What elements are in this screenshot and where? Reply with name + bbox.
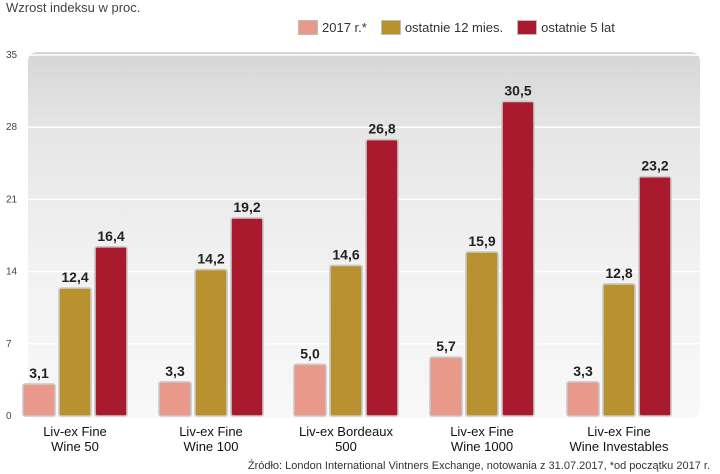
- category-label: Wine 1000: [451, 439, 513, 454]
- data-label-12-months: 12,4: [61, 269, 88, 285]
- category-label: Wine 100: [184, 439, 239, 454]
- data-label-2017: 3,3: [165, 363, 185, 379]
- legend-swatch-2017: [298, 20, 318, 35]
- legend-label-2017: 2017 r.*: [322, 20, 367, 35]
- y-tick-label: 28: [6, 122, 18, 133]
- bar-2017: [293, 363, 327, 417]
- data-label-2017: 5,7: [436, 338, 456, 354]
- data-label-5-years: 30,5: [504, 82, 531, 98]
- chart-legend: 2017 r.* ostatnie 12 mies. ostatnie 5 la…: [298, 20, 629, 35]
- bar-2017: [566, 381, 600, 417]
- bar-12-months: [465, 251, 499, 417]
- bar-5-years: [94, 246, 128, 417]
- category-label: Wine Investables: [570, 439, 669, 454]
- data-label-5-years: 23,2: [641, 158, 668, 174]
- bar-5-years: [638, 175, 672, 417]
- category-label: Liv-ex Fine: [450, 424, 514, 439]
- data-label-5-years: 19,2: [233, 199, 260, 215]
- bar-12-months: [329, 264, 363, 417]
- bar-12-months: [194, 268, 228, 417]
- legend-swatch-12-months: [380, 20, 401, 35]
- plot-area-background: [28, 52, 700, 418]
- y-tick-label: 14: [6, 267, 18, 278]
- legend-label-5-years: ostatnie 5 lat: [541, 20, 615, 35]
- data-label-2017: 3,3: [573, 363, 593, 379]
- bar-2017: [158, 381, 192, 417]
- data-label-12-months: 15,9: [468, 233, 495, 249]
- source-note: Źródło: London International Vintners Ex…: [247, 460, 710, 472]
- category-label: Liv-ex Bordeaux: [299, 424, 393, 439]
- chart-subtitle: Wzrost indeksu w proc.: [6, 0, 141, 15]
- y-tick-label: 21: [6, 194, 18, 205]
- category-label: 500: [335, 439, 357, 454]
- legend-item-2017: 2017 r.*: [298, 20, 367, 35]
- legend-swatch-5-years: [517, 20, 538, 35]
- category-label: Liv-ex Fine: [179, 424, 243, 439]
- y-tick-label: 0: [6, 411, 12, 422]
- legend-label-12-months: ostatnie 12 mies.: [404, 20, 504, 35]
- legend-item-12-months: ostatnie 12 mies.: [380, 20, 504, 35]
- data-label-2017: 3,1: [29, 365, 49, 381]
- bar-5-years: [501, 100, 535, 417]
- bar-5-years: [230, 217, 264, 417]
- bar-12-months: [602, 283, 636, 417]
- bar-2017: [429, 356, 463, 417]
- legend-item-5-years: ostatnie 5 lat: [517, 20, 615, 35]
- category-label: Liv-ex Fine: [587, 424, 651, 439]
- data-label-2017: 5,0: [300, 345, 320, 361]
- y-tick-label: 7: [6, 339, 12, 350]
- data-label-5-years: 26,8: [368, 121, 395, 137]
- category-label: Liv-ex Fine: [43, 424, 107, 439]
- bar-2017: [22, 383, 56, 417]
- category-label: Wine 50: [51, 439, 99, 454]
- data-label-12-months: 14,2: [197, 251, 224, 267]
- bar-5-years: [365, 138, 399, 417]
- data-label-12-months: 12,8: [605, 265, 632, 281]
- bar-12-months: [58, 287, 92, 417]
- y-tick-label: 35: [6, 50, 18, 61]
- data-label-5-years: 16,4: [97, 228, 124, 244]
- data-label-12-months: 14,6: [332, 246, 359, 262]
